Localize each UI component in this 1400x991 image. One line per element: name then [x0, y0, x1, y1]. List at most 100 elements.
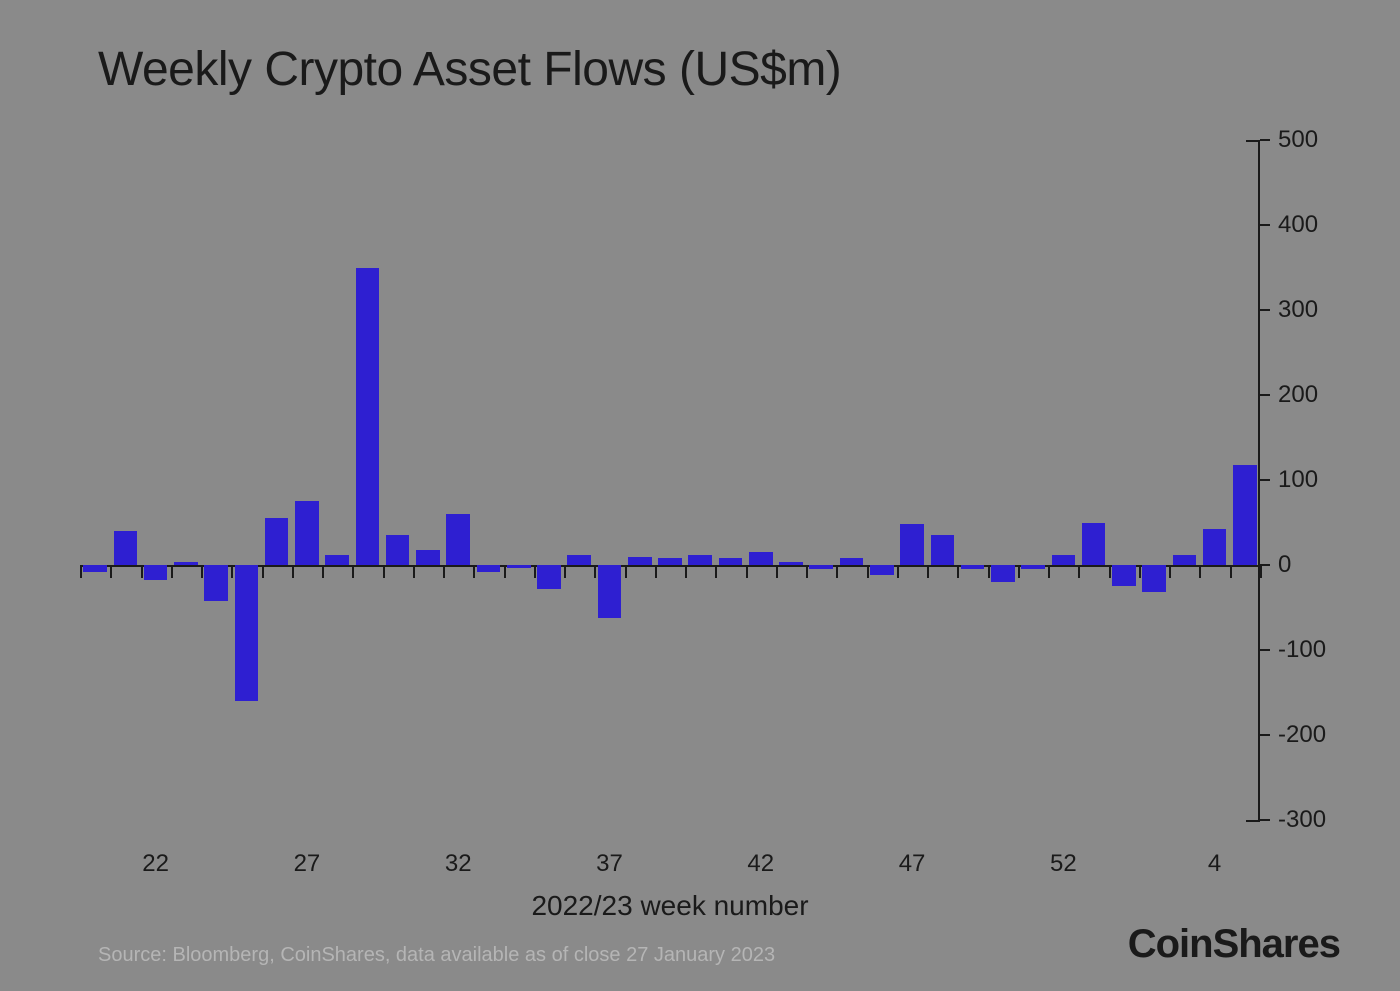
y-tick: [1260, 479, 1270, 481]
x-minor-tick: [988, 566, 990, 578]
x-minor-tick: [1018, 566, 1020, 578]
chart-title: Weekly Crypto Asset Flows (US$m): [98, 42, 841, 97]
x-minor-tick: [292, 566, 294, 578]
bar: [991, 565, 1015, 582]
y-tick: [1260, 139, 1270, 141]
bar: [900, 524, 924, 565]
y-tick-label: 200: [1278, 381, 1318, 409]
x-minor-tick: [80, 566, 82, 578]
y-axis-top-cap: [1246, 140, 1260, 142]
x-minor-tick: [776, 566, 778, 578]
bar: [446, 514, 470, 565]
x-tick-label: 32: [445, 850, 472, 878]
x-minor-tick: [1078, 566, 1080, 578]
bar: [477, 565, 501, 572]
y-tick-label: 100: [1278, 466, 1318, 494]
y-tick-label: -200: [1278, 721, 1326, 749]
x-minor-tick: [625, 566, 627, 578]
bar: [1203, 529, 1227, 565]
bar: [719, 558, 743, 565]
x-minor-tick: [897, 566, 899, 578]
y-tick: [1260, 309, 1270, 311]
x-minor-tick: [867, 566, 869, 578]
x-minor-tick: [504, 566, 506, 578]
bar: [1052, 555, 1076, 565]
bar: [507, 565, 531, 568]
x-minor-tick: [685, 566, 687, 578]
x-minor-tick: [201, 566, 203, 578]
bar: [235, 565, 259, 701]
x-minor-tick: [715, 566, 717, 578]
brand-logo: CoinShares: [1128, 922, 1340, 967]
bar: [83, 565, 107, 572]
x-minor-tick: [1139, 566, 1141, 578]
x-minor-tick: [262, 566, 264, 578]
x-minor-tick: [141, 566, 143, 578]
x-minor-tick: [655, 566, 657, 578]
bar: [961, 565, 985, 569]
x-minor-tick: [746, 566, 748, 578]
y-tick-label: 0: [1278, 551, 1291, 579]
y-tick: [1260, 224, 1270, 226]
bar: [931, 535, 955, 565]
x-tick-label: 47: [899, 850, 926, 878]
bar: [325, 555, 349, 565]
x-minor-tick: [1048, 566, 1050, 578]
x-minor-tick: [110, 566, 112, 578]
x-minor-tick: [1109, 566, 1111, 578]
x-minor-tick: [1230, 566, 1232, 578]
x-minor-tick: [413, 566, 415, 578]
y-tick-label: 400: [1278, 211, 1318, 239]
bar: [204, 565, 228, 601]
bar: [779, 562, 803, 565]
x-minor-tick: [231, 566, 233, 578]
y-tick-label: -300: [1278, 806, 1326, 834]
bar: [537, 565, 561, 589]
bar: [658, 558, 682, 565]
bar: [265, 518, 289, 565]
bar: [598, 565, 622, 618]
bar: [144, 565, 168, 580]
bar: [567, 555, 591, 565]
x-minor-tick: [1169, 566, 1171, 578]
y-axis-bottom-cap: [1246, 820, 1260, 822]
y-tick: [1260, 394, 1270, 396]
y-tick-label: 500: [1278, 126, 1318, 154]
x-tick-label: 22: [142, 850, 169, 878]
plot-area: [80, 140, 1260, 820]
x-tick-label: 52: [1050, 850, 1077, 878]
bar: [688, 555, 712, 565]
x-minor-tick: [352, 566, 354, 578]
bar: [1142, 565, 1166, 592]
y-tick: [1260, 819, 1270, 821]
x-minor-tick: [383, 566, 385, 578]
bar: [809, 565, 833, 569]
x-axis-title: 2022/23 week number: [531, 890, 808, 922]
bar: [1082, 523, 1106, 566]
y-tick: [1260, 649, 1270, 651]
x-minor-tick: [1260, 566, 1262, 578]
y-tick-label: -100: [1278, 636, 1326, 664]
x-minor-tick: [836, 566, 838, 578]
bar: [174, 562, 198, 565]
bar: [416, 550, 440, 565]
bar: [386, 535, 410, 565]
x-minor-tick: [443, 566, 445, 578]
bar: [114, 531, 138, 565]
x-minor-tick: [322, 566, 324, 578]
bar: [1233, 465, 1257, 565]
bar: [295, 501, 319, 565]
bar: [749, 552, 773, 565]
bar: [1173, 555, 1197, 565]
x-minor-tick: [806, 566, 808, 578]
bar: [840, 558, 864, 565]
x-minor-tick: [1199, 566, 1201, 578]
chart-page: Weekly Crypto Asset Flows (US$m) 500 400 3…: [0, 0, 1400, 991]
x-tick-label: 42: [747, 850, 774, 878]
x-minor-tick: [171, 566, 173, 578]
bar: [1021, 565, 1045, 569]
x-tick-label: 4: [1208, 850, 1221, 878]
bar: [628, 557, 652, 565]
bar: [356, 268, 380, 566]
x-minor-tick: [927, 566, 929, 578]
